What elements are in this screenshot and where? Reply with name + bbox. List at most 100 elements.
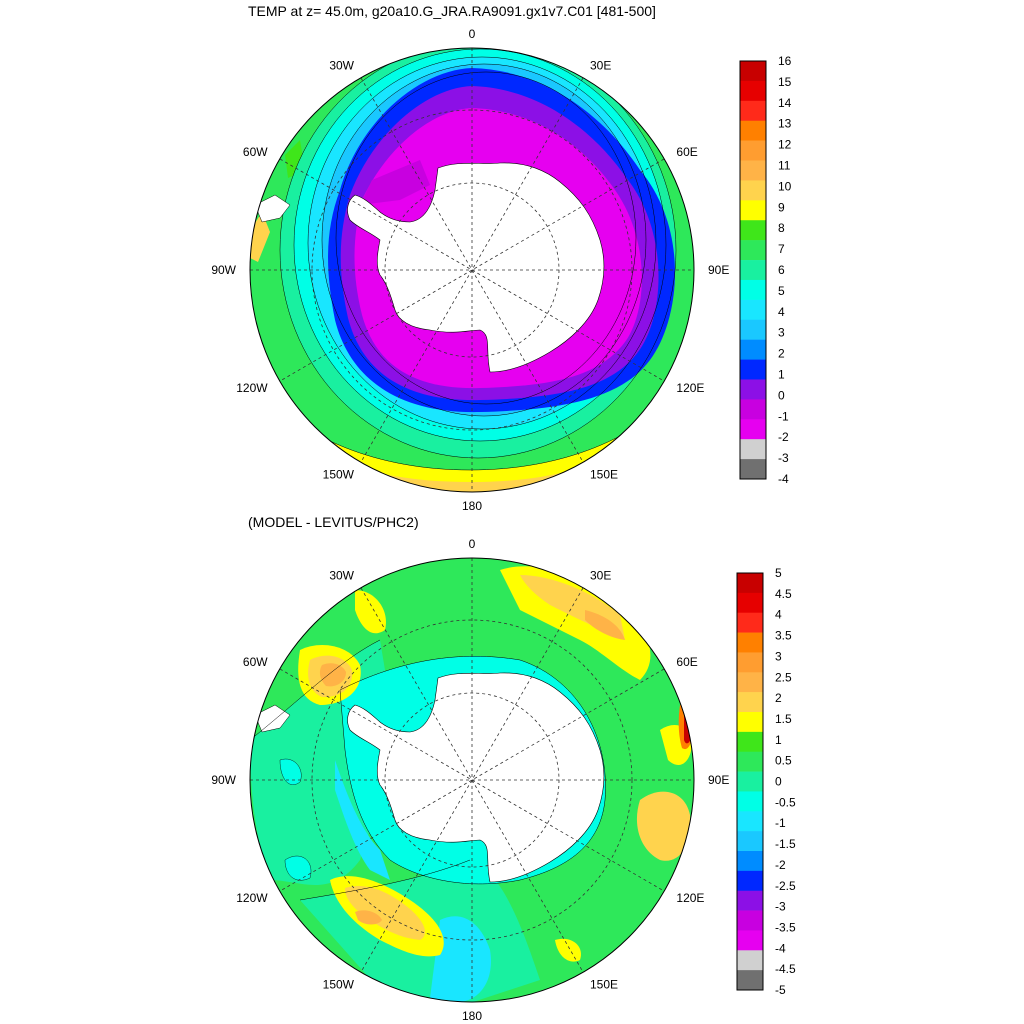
bottom-polar-map: 0 30E 60E 90E 120E 150E 180 150W 120W 90W 60W 30W [211, 537, 729, 1023]
bottom-colorbar-label: -4 [775, 941, 786, 955]
top-colorbar-label: 11 [778, 159, 791, 173]
top-colorbar-label: 7 [778, 242, 785, 256]
bottom-lon-label: 120W [236, 891, 268, 905]
top-colorbar-label: 4 [778, 305, 785, 319]
bottom-colorbar-label: 4.5 [775, 587, 792, 601]
top-colorbar-swatch [740, 220, 766, 241]
top-colorbar-swatch [740, 140, 766, 161]
top-colorbar-swatch [740, 319, 766, 340]
top-colorbar-label: 13 [778, 117, 792, 131]
top-lon-label: 150W [323, 467, 355, 481]
top-colorbar-swatch [740, 359, 766, 380]
top-map-title: TEMP at z= 45.0m, g20a10.G_JRA.RA9091.gx… [248, 3, 656, 19]
bottom-colorbar-swatch [737, 573, 763, 594]
bottom-colorbar-swatch [737, 910, 763, 931]
bottom-colorbar-frame [736, 572, 764, 991]
bottom-colorbar: 5 4.5 4 3.5 3 2.5 2 1.5 1 0.5 0 -0.5 -1 -1.5 -2 -2.5 -3 -… [736, 566, 796, 997]
bottom-colorbar-swatch [737, 751, 763, 772]
top-colorbar-swatch [740, 260, 766, 281]
bottom-colorbar-swatch [737, 791, 763, 812]
top-colorbar-swatch [740, 339, 766, 360]
top-colorbar-label: -1 [778, 409, 789, 423]
bottom-colorbar-label: -4.5 [775, 962, 796, 976]
bottom-colorbar-swatch [737, 970, 763, 991]
bottom-colorbar-swatch [737, 712, 763, 733]
top-colorbar-swatch [740, 459, 766, 480]
bottom-colorbar-swatch [737, 851, 763, 872]
bottom-lon-label: 150E [590, 977, 618, 991]
bottom-colorbar-label: -2.5 [775, 879, 796, 893]
bottom-colorbar-swatch [737, 831, 763, 852]
bottom-colorbar-label: 1.5 [775, 712, 792, 726]
top-lon-label: 180 [462, 499, 482, 513]
top-colorbar-swatch [740, 160, 766, 181]
top-lon-label: 150E [590, 467, 618, 481]
bottom-lon-label: 30W [329, 569, 354, 583]
bottom-lon-label: 30E [590, 569, 611, 583]
top-colorbar-swatch [740, 120, 766, 141]
top-lon-label: 120E [676, 381, 704, 395]
bottom-colorbar-label: -1 [775, 816, 786, 830]
top-colorbar-label: 5 [778, 284, 785, 298]
bottom-lon-label: 120E [676, 891, 704, 905]
top-lon-label: 90W [211, 263, 236, 277]
bottom-lon-label: 180 [462, 1009, 482, 1023]
top-lon-label: 60E [676, 145, 697, 159]
bottom-colorbar-swatch [737, 632, 763, 653]
top-colorbar-label: -4 [778, 472, 789, 486]
bottom-lon-label: 60E [676, 655, 697, 669]
top-colorbar-swatch [740, 279, 766, 301]
bottom-colorbar-label: 0 [775, 775, 782, 789]
top-colorbar-label: 14 [778, 96, 792, 110]
top-lon-label: 90E [708, 263, 729, 277]
top-colorbar-swatch [740, 299, 766, 321]
bottom-lon-label: 60W [243, 655, 268, 669]
bottom-colorbar-label: -3.5 [775, 921, 796, 935]
bottom-colorbar-swatch [737, 731, 763, 753]
top-colorbar-swatch [740, 439, 766, 460]
top-colorbar-swatch [740, 419, 766, 440]
bottom-colorbar-label: 3.5 [775, 629, 792, 643]
bottom-map-title: (MODEL - LEVITUS/PHC2) [248, 514, 419, 530]
top-colorbar-label: 6 [778, 263, 785, 277]
top-colorbar-label: 15 [778, 75, 792, 89]
bottom-colorbar-swatch [737, 692, 763, 713]
top-lon-label: 30W [329, 59, 354, 73]
bottom-lon-label: 150W [323, 977, 355, 991]
top-colorbar-label: 8 [778, 221, 785, 235]
top-colorbar-label: 9 [778, 200, 785, 214]
top-lon-label: 120W [236, 381, 268, 395]
top-colorbar-label: 3 [778, 326, 785, 340]
bottom-colorbar-label: -1.5 [775, 837, 796, 851]
top-colorbar-label: 16 [778, 54, 792, 68]
top-colorbar-label: -3 [778, 451, 789, 465]
bottom-colorbar-swatch [737, 592, 763, 614]
top-colorbar-label: 1 [778, 368, 785, 382]
bottom-colorbar-label: 5 [775, 566, 782, 580]
top-colorbar-label: -2 [778, 430, 789, 444]
top-lon-label: 0 [469, 27, 476, 41]
top-colorbar-label: 12 [778, 138, 792, 152]
top-colorbar-label: 0 [778, 388, 785, 402]
bottom-colorbar-label: 2 [775, 691, 782, 705]
top-colorbar-swatch [740, 379, 766, 400]
top-colorbar-swatch [740, 200, 766, 221]
top-colorbar-frame [739, 60, 767, 480]
top-colorbar-swatch [740, 61, 766, 82]
bottom-colorbar-swatch [737, 870, 763, 892]
bottom-colorbar-label: -3 [775, 900, 786, 914]
bottom-colorbar-label: -5 [775, 983, 786, 997]
bottom-colorbar-swatch [737, 950, 763, 971]
top-lon-label: 60W [243, 145, 268, 159]
bottom-colorbar-swatch [737, 612, 763, 633]
bottom-lon-label: 90E [708, 773, 729, 787]
bottom-colorbar-label: -2 [775, 858, 786, 872]
top-colorbar-swatch [740, 80, 766, 102]
bottom-colorbar-label: 2.5 [775, 670, 792, 684]
bottom-colorbar-label: -0.5 [775, 795, 796, 809]
top-colorbar-swatch [740, 180, 766, 201]
top-colorbar-label: 10 [778, 179, 792, 193]
bottom-colorbar-label: 4 [775, 608, 782, 622]
